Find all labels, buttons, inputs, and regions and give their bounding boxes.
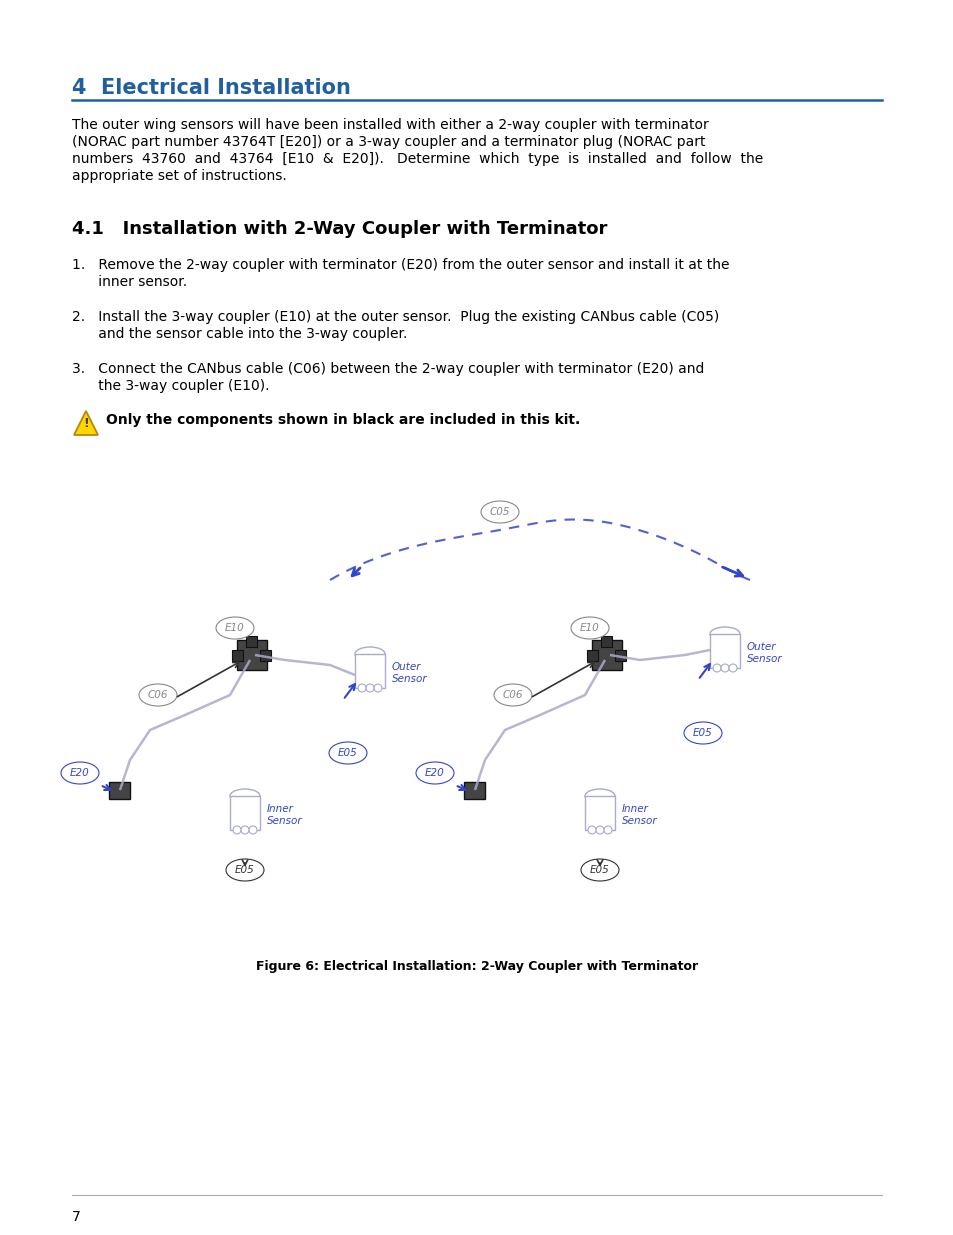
Text: Outer
Sensor: Outer Sensor — [746, 642, 781, 663]
Ellipse shape — [416, 762, 454, 784]
Text: inner sensor.: inner sensor. — [71, 275, 187, 289]
Text: E05: E05 — [590, 864, 609, 876]
Circle shape — [233, 826, 241, 834]
Text: and the sensor cable into the 3-way coupler.: and the sensor cable into the 3-way coup… — [71, 327, 407, 341]
FancyBboxPatch shape — [110, 782, 131, 799]
Circle shape — [249, 826, 256, 834]
Text: C06: C06 — [148, 690, 168, 700]
Ellipse shape — [571, 618, 608, 638]
Text: E20: E20 — [71, 768, 90, 778]
Ellipse shape — [709, 627, 740, 641]
Text: The outer wing sensors will have been installed with either a 2-way coupler with: The outer wing sensors will have been in… — [71, 119, 708, 132]
Text: E05: E05 — [234, 864, 254, 876]
Text: 4  Electrical Installation: 4 Electrical Installation — [71, 78, 351, 98]
FancyBboxPatch shape — [236, 640, 267, 671]
Text: Outer
Sensor: Outer Sensor — [392, 662, 427, 684]
Ellipse shape — [61, 762, 99, 784]
FancyBboxPatch shape — [592, 640, 621, 671]
Text: 7: 7 — [71, 1210, 81, 1224]
Text: (NORAC part number 43764T [E20]) or a 3-way coupler and a terminator plug (NORAC: (NORAC part number 43764T [E20]) or a 3-… — [71, 135, 705, 149]
Ellipse shape — [226, 860, 264, 881]
Ellipse shape — [215, 618, 253, 638]
FancyBboxPatch shape — [709, 634, 740, 668]
Polygon shape — [74, 411, 98, 435]
Text: C06: C06 — [502, 690, 522, 700]
Text: E05: E05 — [693, 727, 712, 739]
Circle shape — [720, 664, 728, 672]
FancyBboxPatch shape — [260, 650, 272, 661]
Text: E10: E10 — [579, 622, 599, 634]
Circle shape — [374, 684, 381, 692]
Circle shape — [712, 664, 720, 672]
Circle shape — [357, 684, 366, 692]
Text: appropriate set of instructions.: appropriate set of instructions. — [71, 169, 287, 183]
Ellipse shape — [683, 722, 721, 743]
Text: 4.1   Installation with 2-Way Coupler with Terminator: 4.1 Installation with 2-Way Coupler with… — [71, 220, 607, 238]
Text: E05: E05 — [337, 748, 357, 758]
Circle shape — [587, 826, 596, 834]
Ellipse shape — [494, 684, 532, 706]
Text: Inner
Sensor: Inner Sensor — [267, 804, 302, 826]
Ellipse shape — [584, 789, 615, 803]
FancyBboxPatch shape — [601, 636, 612, 646]
Circle shape — [603, 826, 612, 834]
Text: numbers  43760  and  43764  [E10  &  E20]).   Determine  which  type  is  instal: numbers 43760 and 43764 [E10 & E20]). De… — [71, 152, 762, 165]
Circle shape — [728, 664, 737, 672]
Ellipse shape — [580, 860, 618, 881]
Ellipse shape — [329, 742, 367, 764]
Text: !: ! — [83, 417, 89, 430]
Ellipse shape — [355, 647, 385, 661]
Ellipse shape — [480, 501, 518, 522]
Circle shape — [596, 826, 603, 834]
FancyBboxPatch shape — [587, 650, 598, 661]
Text: 1.   Remove the 2-way coupler with terminator (E20) from the outer sensor and in: 1. Remove the 2-way coupler with termina… — [71, 258, 729, 272]
Text: E10: E10 — [225, 622, 245, 634]
Ellipse shape — [139, 684, 177, 706]
FancyBboxPatch shape — [615, 650, 626, 661]
Text: 2.   Install the 3-way coupler (E10) at the outer sensor.  Plug the existing CAN: 2. Install the 3-way coupler (E10) at th… — [71, 310, 719, 324]
Ellipse shape — [230, 789, 260, 803]
Text: 3.   Connect the CANbus cable (C06) between the 2-way coupler with terminator (E: 3. Connect the CANbus cable (C06) betwee… — [71, 362, 703, 375]
Text: Only the components shown in black are included in this kit.: Only the components shown in black are i… — [106, 412, 579, 427]
Text: Figure 6: Electrical Installation: 2-Way Coupler with Terminator: Figure 6: Electrical Installation: 2-Way… — [255, 960, 698, 973]
FancyBboxPatch shape — [584, 797, 615, 830]
Circle shape — [241, 826, 249, 834]
Text: E20: E20 — [425, 768, 444, 778]
Text: C05: C05 — [489, 508, 510, 517]
FancyBboxPatch shape — [246, 636, 257, 646]
FancyBboxPatch shape — [355, 655, 385, 688]
Text: the 3-way coupler (E10).: the 3-way coupler (E10). — [71, 379, 269, 393]
FancyBboxPatch shape — [230, 797, 260, 830]
FancyBboxPatch shape — [464, 782, 485, 799]
Circle shape — [366, 684, 374, 692]
FancyBboxPatch shape — [233, 650, 243, 661]
Text: Inner
Sensor: Inner Sensor — [621, 804, 657, 826]
